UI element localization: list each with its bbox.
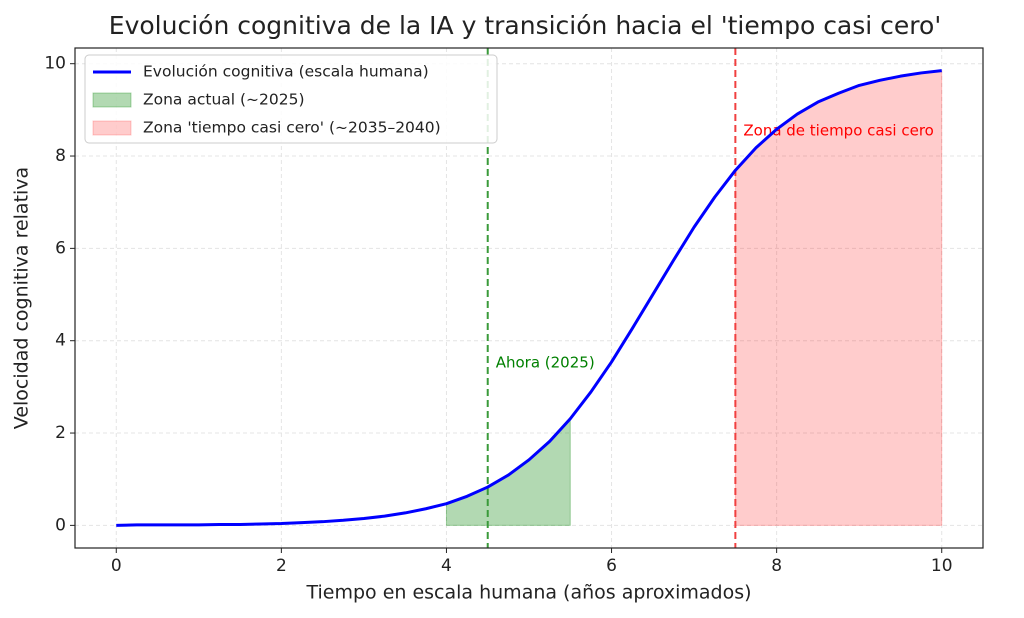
y-tick-label: 0	[55, 515, 66, 535]
legend-swatch	[92, 92, 132, 108]
legend-box	[84, 54, 498, 144]
x-tick-label: 6	[606, 556, 617, 576]
shaded-area	[445, 417, 571, 526]
legend-swatch	[92, 120, 132, 136]
x-tick-label: 4	[441, 556, 452, 576]
y-tick-label: 8	[55, 146, 66, 166]
annotation: Ahora (2025)	[496, 354, 595, 372]
legend-label: Evolución cognitiva (escala humana)	[143, 63, 429, 81]
x-tick-label: 0	[111, 556, 122, 576]
legend-label: Zona 'tiempo casi cero' (~2035–2040)	[143, 119, 441, 137]
y-tick-label: 10	[44, 54, 66, 74]
legend: Evolución cognitiva (escala humana) Zona …	[84, 54, 498, 144]
chart-title: Evolución cognitiva de la IA y transició…	[109, 11, 941, 40]
y-tick-label: 6	[55, 238, 66, 258]
y-tick-label: 4	[55, 331, 66, 351]
y-axis-label: Velocidad cognitiva relativa	[11, 167, 33, 429]
plot-frame	[74, 47, 984, 549]
legend-label: Zona actual (~2025)	[143, 91, 305, 109]
data-line	[116, 69, 942, 527]
x-tick-label: 8	[771, 556, 782, 576]
x-tick-label: 2	[276, 556, 287, 576]
x-axis-label: Tiempo en escala humana (años aproximado…	[305, 582, 751, 604]
x-tick-label: 10	[931, 556, 953, 576]
annotation: Zona de tiempo casi cero	[743, 122, 933, 140]
y-tick-label: 2	[55, 423, 66, 443]
